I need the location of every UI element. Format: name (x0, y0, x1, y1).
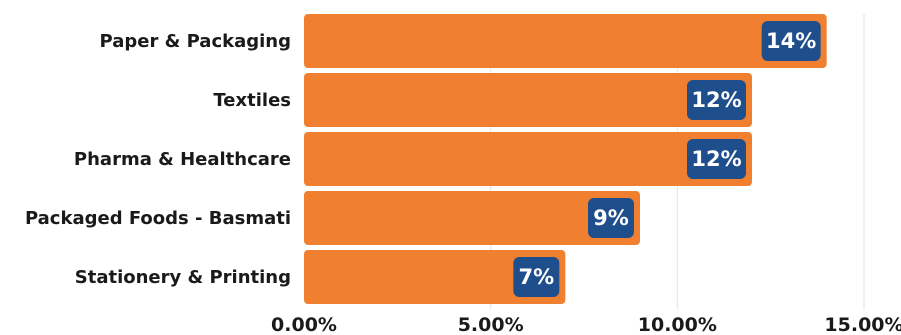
data-label-badge (513, 257, 560, 297)
bar-group: 14% (304, 14, 827, 68)
data-label: 12% (691, 88, 741, 112)
category-label: Textiles (213, 90, 291, 111)
bar (304, 14, 827, 68)
data-label-badge (761, 21, 821, 61)
data-label: 7% (519, 265, 555, 289)
data-label-badge (588, 198, 634, 238)
data-label: 12% (691, 147, 741, 171)
x-tick-label: 5.00% (458, 314, 524, 335)
bar-group: 12% (304, 132, 752, 186)
category-label: Paper & Packaging (100, 31, 291, 52)
bar (304, 250, 566, 304)
x-axis-tick-labels: 0.00% 5.00% 10.00% 15.00% (271, 314, 901, 335)
bar (304, 73, 752, 127)
x-tick-label: 0.00% (271, 314, 337, 335)
bar (304, 191, 640, 245)
bars: 14% 12% 12% 9% 7% (304, 14, 827, 304)
bar-group: 9% (304, 191, 640, 245)
bar-group: 12% (304, 73, 752, 127)
data-label-badge (687, 139, 746, 179)
category-labels: Paper & Packaging Textiles Pharma & Health… (25, 31, 291, 288)
x-tick-label: 10.00% (638, 314, 717, 335)
category-label: Packaged Foods - Basmati (25, 208, 291, 229)
bar (304, 132, 752, 186)
bar-group: 7% (304, 250, 566, 304)
category-label: Pharma & Healthcare (74, 149, 291, 170)
data-label: 14% (766, 29, 816, 53)
category-label: Stationery & Printing (75, 267, 291, 288)
data-label-badge (687, 80, 746, 120)
data-label: 9% (593, 206, 629, 230)
x-tick-label: 15.00% (824, 314, 901, 335)
